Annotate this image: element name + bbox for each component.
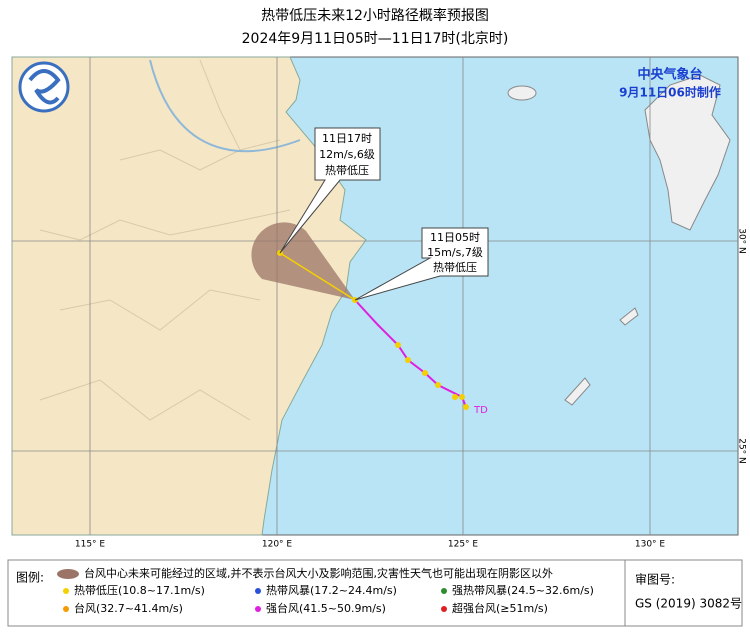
callout-wind: 12m/s,6级: [319, 148, 375, 161]
kyushu: [644, 74, 731, 231]
legend-item: 台风(32.7~41.4m/s): [74, 601, 183, 615]
callout-time: 11日17时: [322, 132, 372, 145]
legend-item: 热带风暴(17.2~24.4m/s): [266, 584, 397, 597]
legend-swatch: [441, 606, 447, 612]
callout-time: 11日05时: [430, 231, 480, 244]
track-point: [405, 357, 411, 363]
track-label: TD: [473, 405, 488, 416]
legend-swatch: [63, 606, 69, 612]
track-point: [395, 342, 401, 348]
lon-label: 115° E: [75, 540, 106, 550]
track-point: [452, 394, 458, 400]
legend-swatch: [255, 588, 261, 594]
subtitle: 2024年9月11日05时—11日17时(北京时): [242, 31, 509, 47]
callout: [354, 227, 489, 301]
lat-label: 30° N: [737, 228, 747, 254]
callout-category: 热带低压: [433, 261, 477, 274]
lon-label: 130° E: [635, 540, 666, 550]
islands: [564, 307, 639, 406]
legend-cone-swatch: [57, 569, 79, 579]
province-borders: [39, 59, 291, 421]
legend-box: [7, 559, 743, 627]
past-track: [354, 299, 467, 408]
approval-label: 审图号:: [635, 572, 675, 587]
agency-name: 中央气象台: [637, 67, 702, 83]
legend-cone: 台风中心未来可能经过的区域,并不表示台风大小及影响范围,灾害性天气也可能出现在阴…: [84, 566, 553, 580]
track-point: [463, 404, 469, 410]
agency-issued: 9月11日06时制作: [619, 85, 721, 100]
legend-title: 图例:: [16, 571, 44, 585]
lon-label: 120° E: [262, 540, 293, 550]
mainland: [11, 56, 367, 536]
callout-category: 热带低压: [325, 164, 369, 177]
lon-label: 125° E: [448, 540, 479, 550]
callout-wind: 15m/s,7级: [427, 246, 483, 259]
legend-item: 强台风(41.5~50.9m/s): [266, 601, 386, 615]
callout: [279, 127, 381, 254]
legend-item: 超强台风(≥51m/s): [452, 601, 548, 615]
jeju: [507, 85, 537, 101]
track-point: [422, 370, 428, 376]
legend-item: 热带低压(10.8~17.1m/s): [74, 584, 205, 597]
legend-swatch: [441, 588, 447, 594]
legend-item: 强热带风暴(24.5~32.6m/s): [452, 584, 594, 597]
graticule: [12, 57, 738, 535]
river: [149, 59, 301, 153]
approval-number: GS (2019) 3082号: [635, 597, 742, 611]
probability-cone: [251, 222, 355, 300]
track-point: [435, 382, 441, 388]
forecast-track: [279, 252, 356, 301]
legend-swatch: [63, 588, 69, 594]
track-point: [459, 394, 465, 400]
logo-mark: [28, 69, 61, 105]
legend-swatch: [255, 606, 261, 612]
lat-label: 25° N: [737, 438, 747, 464]
title: 热带低压未来12小时路径概率预报图: [261, 7, 489, 24]
